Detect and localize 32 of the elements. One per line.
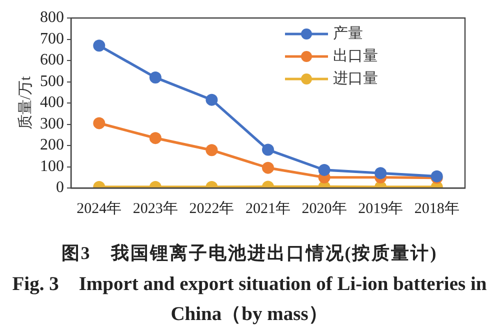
y-tick-label: 0 — [56, 179, 64, 196]
y-tick-label: 800 — [40, 9, 64, 26]
point — [262, 162, 274, 174]
point — [206, 94, 218, 106]
point — [149, 132, 162, 144]
legend-label: 进口量 — [333, 70, 378, 87]
x-tick-label: 2023年 — [132, 200, 178, 217]
point — [374, 167, 387, 180]
x-tick-label: 2020年 — [302, 200, 347, 217]
legend-label: 产量 — [333, 24, 363, 42]
point — [93, 117, 106, 130]
x-tick-label: 2019年 — [358, 200, 404, 217]
x-tick-label: 2018年 — [414, 200, 460, 217]
x-tick-label: 2021年 — [246, 200, 290, 217]
y-tick-label: 400 — [40, 94, 64, 112]
legend-label: 出口量 — [333, 47, 378, 64]
text: Fig. 3 Import and export situation of Li-ion batteries in China（by mass） — [11, 273, 488, 327]
x-tick-label: 2022年 — [189, 200, 234, 217]
x-tick-label: 2024年 — [76, 200, 122, 217]
point — [206, 144, 218, 156]
y-tick-label: 200 — [40, 136, 64, 154]
y-tick-label: 100 — [40, 158, 64, 175]
y-tick-label: 300 — [40, 115, 64, 132]
text: 图3 我国锂离子电池进出口情况(按质量计) — [60, 242, 439, 264]
point — [149, 72, 162, 84]
y-tick-label: 600 — [40, 52, 64, 69]
y-axis-title: 质量/万t — [16, 76, 34, 130]
point — [318, 164, 330, 176]
point — [262, 144, 274, 156]
y-tick-label: 700 — [40, 30, 64, 48]
point — [93, 40, 106, 52]
y-tick-label: 500 — [40, 72, 64, 90]
